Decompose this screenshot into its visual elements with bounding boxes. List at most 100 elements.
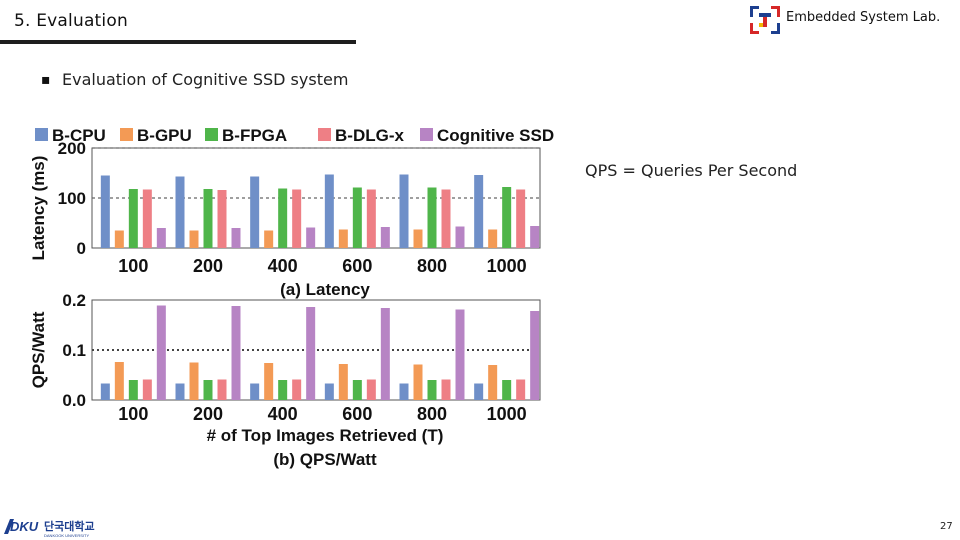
legend-swatch [205,128,218,141]
x-tick-label: 1000 [487,404,527,424]
evaluation-figure: B-CPU B-GPU B-FPGA B-DLG-x Cognitive SSD 0 100… [30,126,554,469]
y-tick-label: 200 [58,139,86,158]
x-tick-label: 800 [417,404,447,424]
bar-b-dlg-x [292,189,302,248]
page-number: 27 [940,521,953,532]
legend-swatch [35,128,48,141]
bar-b-gpu [413,364,423,400]
bar-b-fpga [278,188,288,248]
bar-b-dlg-x [366,379,376,400]
bar-b-gpu [189,230,199,248]
bar-b-dlg-x [217,379,227,400]
bar-b-cpu [175,383,185,400]
univ-logo-subname: DANKOOK UNIVERSITY [44,533,89,538]
bar-b-gpu [264,363,274,400]
x-tick-label: 600 [342,404,372,424]
bar-b-cpu [100,175,110,248]
legend-label: Cognitive SSD [437,126,554,145]
legend-swatch [420,128,433,141]
bar-b-cpu [324,383,334,400]
section-title: 5. Evaluation [14,11,128,31]
bar-b-fpga [278,380,288,400]
bar-b-fpga [502,187,512,248]
y-axis-label: Latency (ms) [30,156,48,261]
x-tick-label: 800 [417,256,447,276]
chart-title: (a) Latency [280,280,370,299]
bar-cognitive-ssd [156,305,166,400]
bar-cognitive-ssd [380,308,390,400]
bar-cognitive-ssd [380,227,390,248]
bar-b-dlg-x [142,189,152,248]
bar-b-fpga [128,189,138,248]
x-tick-label: 100 [118,256,148,276]
y-tick-label: 0.2 [62,291,86,310]
bar-b-cpu [250,176,260,248]
x-tick-label: 100 [118,404,148,424]
bar-cognitive-ssd [530,311,540,400]
title-underline [0,40,356,44]
x-tick-label: 1000 [487,256,527,276]
legend-label: B-CPU [52,126,106,145]
x-tick-label: 200 [193,404,223,424]
bar-b-gpu [338,229,348,248]
bar-cognitive-ssd [455,226,465,248]
bar-b-gpu [488,229,498,248]
bar-b-dlg-x [217,190,227,248]
x-tick-label: 200 [193,256,223,276]
univ-logo-mark: DKU [10,519,39,534]
bar-b-gpu [338,364,348,400]
bar-b-fpga [502,380,512,400]
legend-swatch [318,128,331,141]
dankook-university-logo-icon: DKU 단국대학교 DANKOOK UNIVERSITY [4,519,95,538]
bar-cognitive-ssd [455,309,465,400]
lab-name: Embedded System Lab. [786,10,941,25]
legend-label: B-FPGA [222,126,287,145]
bar-b-dlg-x [366,189,376,248]
y-tick-label: 0.0 [62,391,86,410]
bar-b-fpga [352,380,362,400]
bar-b-dlg-x [516,379,526,400]
bar-cognitive-ssd [306,227,316,248]
bar-b-gpu [189,362,199,400]
bar-b-cpu [324,174,334,248]
x-axis-label: # of Top Images Retrieved (T) [207,426,444,445]
bar-b-cpu [474,175,484,248]
bullet-text: Evaluation of Cognitive SSD system [62,70,349,89]
x-tick-label: 400 [268,256,298,276]
bar-b-dlg-x [441,189,451,248]
bar-b-dlg-x [441,379,451,400]
legend-label: B-DLG-x [335,126,404,145]
bar-b-fpga [203,189,213,248]
bar-b-dlg-x [516,189,526,248]
x-tick-label: 600 [342,256,372,276]
bar-b-gpu [114,230,124,248]
bar-cognitive-ssd [231,306,241,400]
bar-b-dlg-x [292,379,302,400]
bar-b-fpga [128,380,138,400]
bar-b-fpga [427,187,437,248]
y-tick-label: 0 [77,239,86,258]
legend-swatch [120,128,133,141]
bar-b-gpu [264,230,274,248]
bar-cognitive-ssd [156,228,166,248]
univ-logo-name: 단국대학교 [44,519,95,533]
bar-b-cpu [474,383,484,400]
bar-b-fpga [427,380,437,400]
embedded-lab-logo-icon [750,6,780,34]
bar-b-fpga [203,380,213,400]
bar-cognitive-ssd [530,226,540,248]
bar-b-cpu [100,383,110,400]
bar-b-gpu [488,365,498,400]
legend-label: B-GPU [137,126,192,145]
qps-definition-note: QPS = Queries Per Second [585,161,798,180]
bullet-marker: ▪ [41,72,51,88]
y-tick-label: 100 [58,189,86,208]
x-tick-label: 400 [268,404,298,424]
bar-b-cpu [175,176,185,248]
chart-title: (b) QPS/Watt [273,450,377,469]
y-tick-label: 0.1 [62,341,86,360]
bar-b-cpu [399,383,409,400]
bar-b-dlg-x [142,379,152,400]
bar-b-cpu [399,174,409,248]
bar-cognitive-ssd [231,228,241,248]
